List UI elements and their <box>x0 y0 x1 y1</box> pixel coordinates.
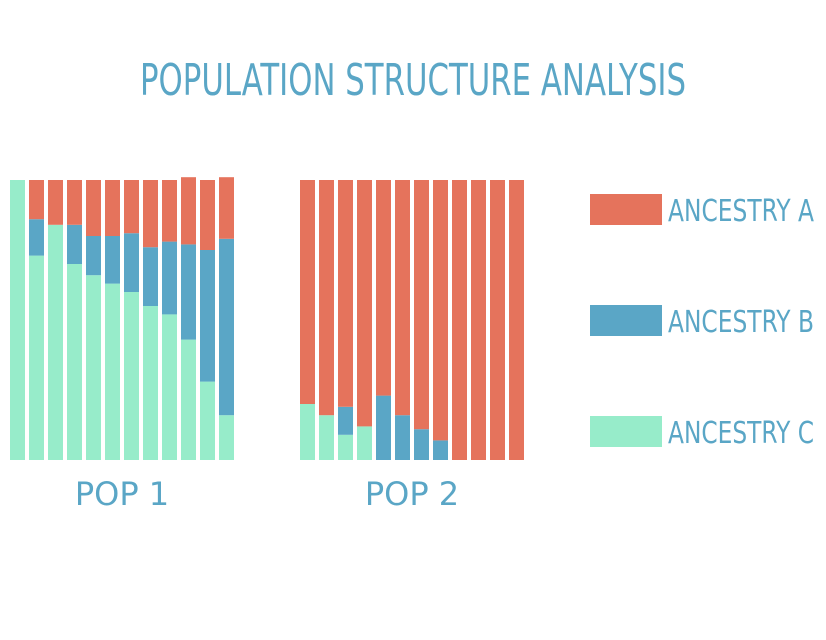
bar-segment-b <box>162 241 177 315</box>
bar-segment-c <box>86 275 101 460</box>
bar-segment-a <box>376 180 391 396</box>
chart-title: POPULATION STRUCTURE ANALYSIS <box>140 55 686 106</box>
bar-segment-b <box>67 224 82 264</box>
bar-segment-a <box>181 177 196 245</box>
bar-segment-b <box>376 395 391 460</box>
bar-segment-c <box>219 415 234 460</box>
group-label: POP 2 <box>365 475 459 513</box>
bar-segment-b <box>143 247 158 306</box>
legend-item: ANCESTRY B <box>590 305 814 340</box>
legend: ANCESTRY A ANCESTRY B ANCESTRY C <box>590 194 814 451</box>
legend-item: ANCESTRY A <box>590 194 814 229</box>
bar-segment-a <box>433 180 448 441</box>
group-label: POP 1 <box>75 475 169 513</box>
bar-segment-a <box>452 180 467 460</box>
bar-segment-a <box>105 180 120 236</box>
bar-segment-b <box>414 429 429 460</box>
bar-segment-a <box>357 180 372 427</box>
bar-segment-c <box>300 404 315 460</box>
legend-swatch <box>590 416 662 447</box>
bar-segment-a <box>67 180 82 225</box>
bar-segment-b <box>86 236 101 276</box>
legend-item: ANCESTRY C <box>590 416 814 451</box>
bar-segment-b <box>433 440 448 460</box>
bar-segment-c <box>200 381 215 460</box>
bar-segment-a <box>490 180 505 460</box>
bar-segment-c <box>124 292 139 460</box>
bar-segment-a <box>124 180 139 234</box>
bar-segment-b <box>338 406 353 435</box>
bar-segment-c <box>162 314 177 460</box>
bar-segment-a <box>162 180 177 242</box>
bar-segment-c <box>357 426 372 460</box>
bar-segment-a <box>471 180 486 460</box>
group-2 <box>300 180 524 460</box>
bar-segment-c <box>67 264 82 460</box>
bar-segment-b <box>181 244 196 340</box>
legend-swatch <box>590 305 662 336</box>
bar-segment-a <box>219 177 234 239</box>
bar-segment-b <box>200 250 215 382</box>
bar-segment-c <box>29 255 44 460</box>
bar-segment-c <box>48 224 63 460</box>
bar-segment-c <box>338 434 353 460</box>
bar-segment-a <box>143 180 158 248</box>
legend-swatch <box>590 194 662 225</box>
bar-segment-a <box>338 180 353 407</box>
bar-segment-c <box>105 283 120 460</box>
bar-segment-a <box>319 180 334 416</box>
legend-label: ANCESTRY C <box>668 416 814 451</box>
bar-segment-b <box>105 236 120 284</box>
bar-segment-a <box>509 180 524 460</box>
bar-segment-a <box>395 180 410 416</box>
bar-segment-a <box>414 180 429 430</box>
bar-segment-a <box>48 180 63 225</box>
bar-area <box>10 177 524 460</box>
bar-segment-a <box>300 180 315 404</box>
bar-segment-a <box>200 180 215 250</box>
legend-label: ANCESTRY B <box>668 305 814 340</box>
bar-segment-b <box>124 233 139 292</box>
bar-segment-b <box>219 238 234 416</box>
bar-segment-a <box>29 180 44 220</box>
bar-segment-c <box>319 415 334 460</box>
group-1 <box>10 177 234 460</box>
bar-segment-b <box>29 219 44 256</box>
bar-segment-c <box>143 306 158 460</box>
group-labels: POP 1 POP 2 <box>75 475 459 513</box>
bar-segment-c <box>181 339 196 460</box>
bar-segment-b <box>395 415 410 460</box>
legend-label: ANCESTRY A <box>668 194 814 229</box>
bar-segment-a <box>86 180 101 236</box>
bar-segment-c <box>10 180 25 460</box>
